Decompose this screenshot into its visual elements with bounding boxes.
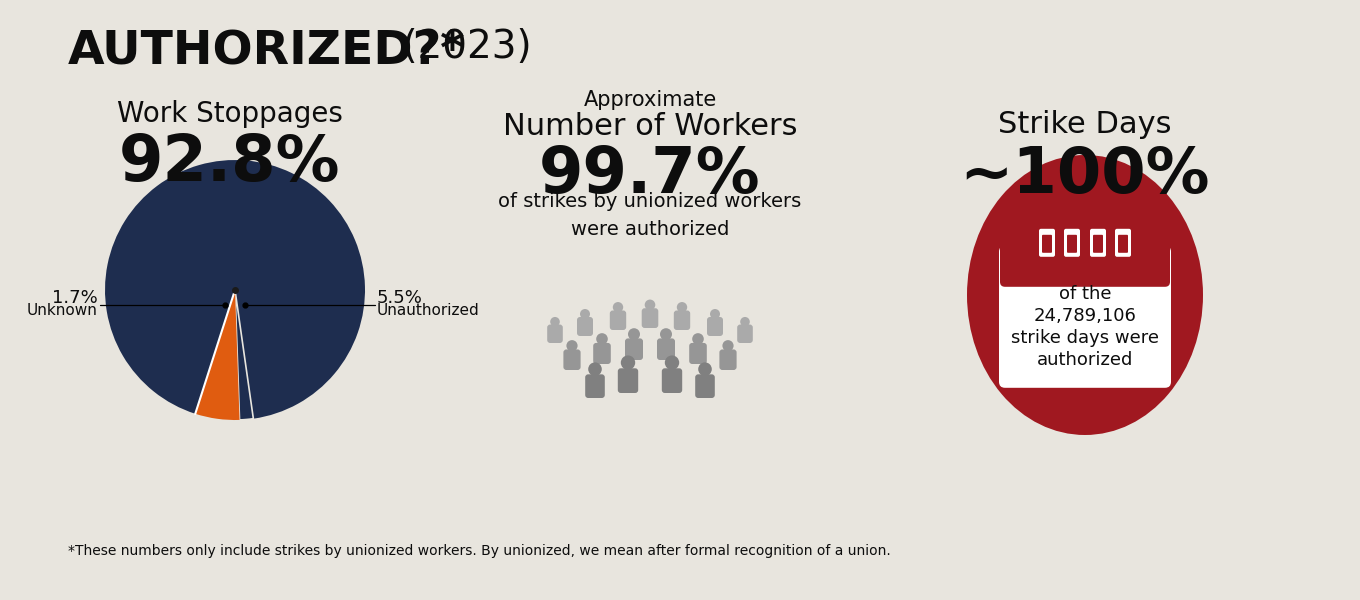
- FancyBboxPatch shape: [707, 317, 724, 336]
- FancyBboxPatch shape: [695, 374, 715, 398]
- Text: Strike Days: Strike Days: [998, 110, 1172, 139]
- Text: Number of Workers: Number of Workers: [503, 112, 797, 141]
- FancyBboxPatch shape: [1068, 235, 1077, 253]
- Circle shape: [613, 302, 623, 313]
- Circle shape: [628, 328, 641, 340]
- Text: AUTHORIZED?*: AUTHORIZED?*: [68, 28, 465, 73]
- Text: *These numbers only include strikes by unionized workers. By unionized, we mean : *These numbers only include strikes by u…: [68, 544, 891, 558]
- Circle shape: [698, 362, 711, 376]
- FancyBboxPatch shape: [1000, 246, 1171, 388]
- Circle shape: [710, 309, 719, 319]
- FancyBboxPatch shape: [662, 368, 683, 393]
- FancyBboxPatch shape: [719, 349, 737, 370]
- Text: strike days were: strike days were: [1010, 329, 1159, 347]
- FancyBboxPatch shape: [690, 343, 707, 364]
- Circle shape: [722, 340, 733, 352]
- Text: (2023): (2023): [390, 28, 532, 66]
- FancyBboxPatch shape: [1089, 229, 1106, 257]
- Ellipse shape: [967, 155, 1204, 435]
- FancyBboxPatch shape: [1118, 235, 1127, 253]
- FancyBboxPatch shape: [1000, 241, 1170, 287]
- FancyBboxPatch shape: [673, 310, 690, 330]
- FancyBboxPatch shape: [1093, 235, 1103, 253]
- FancyBboxPatch shape: [1039, 229, 1055, 257]
- Text: 99.7%: 99.7%: [539, 144, 760, 206]
- Circle shape: [589, 362, 601, 376]
- Wedge shape: [196, 290, 239, 420]
- Wedge shape: [235, 290, 253, 420]
- Wedge shape: [105, 160, 364, 419]
- FancyBboxPatch shape: [617, 368, 638, 393]
- Circle shape: [566, 340, 578, 352]
- FancyBboxPatch shape: [609, 310, 626, 330]
- Text: 5.5%: 5.5%: [377, 289, 423, 307]
- FancyBboxPatch shape: [563, 349, 581, 370]
- Text: Unknown: Unknown: [27, 303, 98, 318]
- FancyBboxPatch shape: [657, 338, 675, 360]
- FancyBboxPatch shape: [547, 325, 563, 343]
- Circle shape: [645, 299, 656, 310]
- FancyBboxPatch shape: [1042, 235, 1053, 253]
- Circle shape: [620, 355, 635, 370]
- Text: Unauthorized: Unauthorized: [377, 303, 480, 318]
- Text: 1.7%: 1.7%: [52, 289, 98, 307]
- FancyBboxPatch shape: [585, 374, 605, 398]
- Text: Work Stoppages: Work Stoppages: [117, 100, 343, 128]
- Circle shape: [677, 302, 687, 313]
- FancyBboxPatch shape: [1064, 229, 1080, 257]
- FancyBboxPatch shape: [593, 343, 611, 364]
- Text: of the: of the: [1058, 285, 1111, 303]
- Text: ~100%: ~100%: [960, 144, 1210, 206]
- Circle shape: [660, 328, 672, 340]
- FancyBboxPatch shape: [642, 308, 658, 328]
- Text: 92.8%: 92.8%: [120, 132, 341, 194]
- FancyBboxPatch shape: [577, 317, 593, 336]
- Text: authorized: authorized: [1036, 351, 1133, 369]
- FancyBboxPatch shape: [737, 325, 753, 343]
- Circle shape: [665, 355, 679, 370]
- Text: of strikes by unionized workers
were authorized: of strikes by unionized workers were aut…: [498, 192, 801, 239]
- Text: Approximate: Approximate: [583, 90, 717, 110]
- Circle shape: [692, 333, 704, 345]
- Circle shape: [579, 309, 590, 319]
- FancyBboxPatch shape: [1115, 229, 1132, 257]
- FancyBboxPatch shape: [626, 338, 643, 360]
- Text: 24,789,106: 24,789,106: [1034, 307, 1137, 325]
- Circle shape: [740, 317, 749, 326]
- Circle shape: [596, 333, 608, 345]
- Circle shape: [551, 317, 560, 326]
